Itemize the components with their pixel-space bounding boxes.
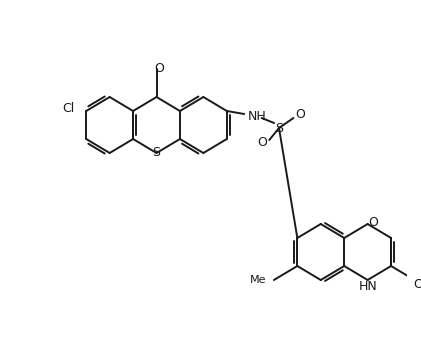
Text: HN: HN: [358, 279, 377, 292]
Text: O: O: [413, 278, 421, 290]
Text: S: S: [275, 122, 283, 135]
Text: NH: NH: [248, 109, 267, 122]
Text: O: O: [295, 109, 305, 122]
Text: Me: Me: [250, 275, 266, 285]
Text: O: O: [258, 136, 267, 150]
Text: S: S: [152, 147, 160, 160]
Text: O: O: [368, 215, 378, 228]
Text: O: O: [155, 63, 164, 76]
Text: Cl: Cl: [62, 102, 75, 115]
